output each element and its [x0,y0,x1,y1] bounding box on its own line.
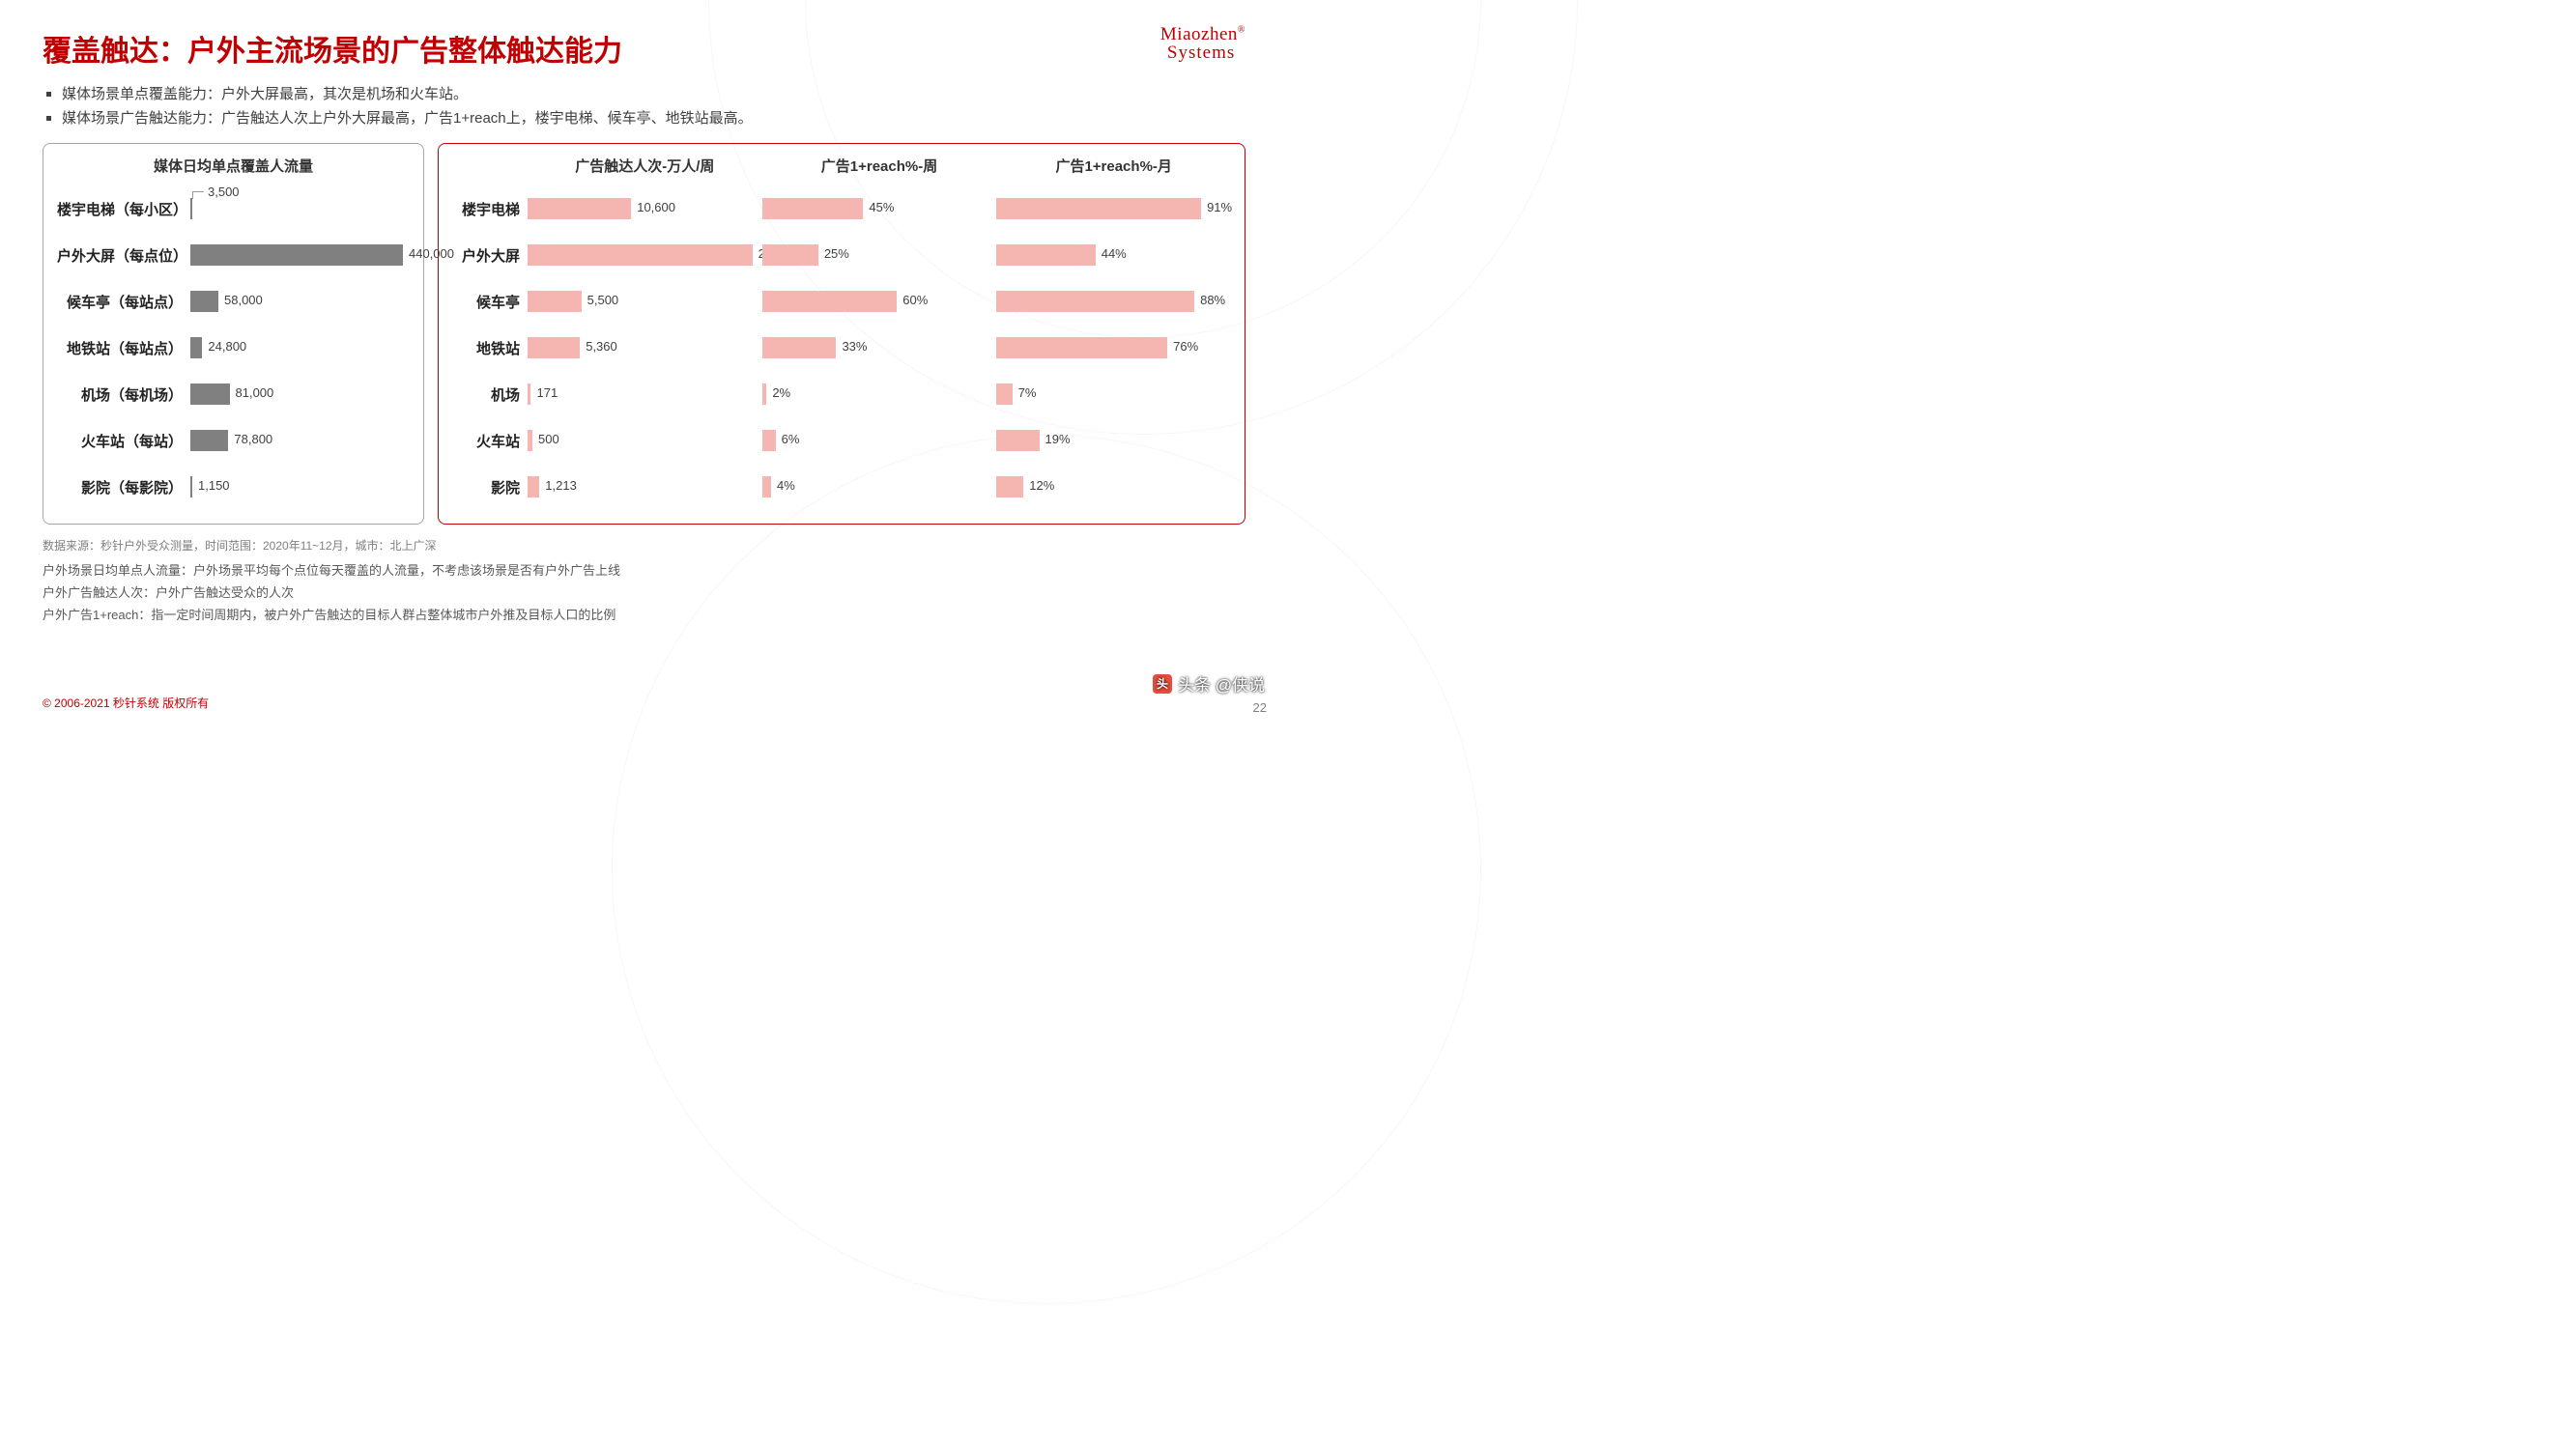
right-chart-panel: 广告触达人次-万人/周广告1+reach%-周广告1+reach%-月 楼宇电梯… [438,143,1245,525]
left-chart-header: 媒体日均单点覆盖人流量 [57,156,410,176]
chart-row: 地铁站（每站点）24,800 [57,325,410,371]
watermark: 头 头条 @侠说 [1153,671,1265,696]
chart-row: 候车亭5,50060%88% [452,278,1231,325]
chart-row: 楼宇电梯（每小区）3,500 [57,185,410,232]
chart-row: 影院（每影院）1,150 [57,464,410,510]
chart-row: 户外大屏23,00025%44% [452,232,1231,278]
chart-row: 候车亭（每站点）58,000 [57,278,410,325]
watermark-icon: 头 [1153,674,1172,694]
chart-row: 地铁站5,36033%76% [452,325,1231,371]
chart-row: 户外大屏（每点位）440,000 [57,232,410,278]
chart-row: 楼宇电梯10,60045%91% [452,185,1231,232]
brand-logo: Miaozhen® Systems [1160,25,1245,62]
chart-row: 机场1712%7% [452,371,1231,417]
left-chart-panel: 媒体日均单点覆盖人流量 楼宇电梯（每小区）3,500户外大屏（每点位）440,0… [43,143,424,525]
footnotes: 数据来源：秒针户外受众测量，时间范围：2020年11~12月，城市：北上广深 户… [43,536,1245,627]
slide-title: 覆盖触达：户外主流场景的广告整体触达能力 [43,27,1245,70]
chart-row: 机场（每机场）81,000 [57,371,410,417]
page-number: 22 [1253,700,1267,715]
right-chart-headers: 广告触达人次-万人/周广告1+reach%-周广告1+reach%-月 [452,156,1231,176]
bullet-list: 媒体场景单点覆盖能力：户外大屏最高，其次是机场和火车站。媒体场景广告触达能力：广… [43,83,1245,128]
chart-row: 火车站5006%19% [452,417,1231,464]
chart-row: 影院1,2134%12% [452,464,1231,510]
copyright: © 2006-2021 秒针系统 版权所有 [43,695,209,711]
chart-row: 火车站（每站）78,800 [57,417,410,464]
